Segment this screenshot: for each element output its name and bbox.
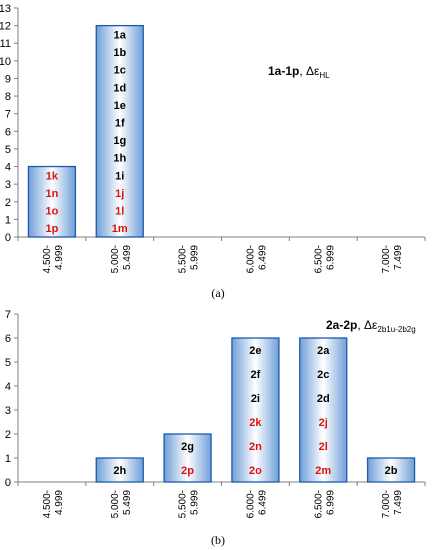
y-tick-label: 1 <box>5 453 11 465</box>
x-tick-label: 7.000-7.499 <box>381 245 404 274</box>
y-tick-label: 6 <box>5 333 11 345</box>
bar-data-label: 2c <box>317 369 329 381</box>
x-tick-label: 5.000-5.499 <box>110 490 133 519</box>
bar-data-label: 2e <box>249 345 261 357</box>
x-tick-label: 4.500-4.999 <box>42 245 65 274</box>
chart-annotation: 2a-2p, Δε2b1u-2b2g <box>326 318 416 334</box>
bar-data-label: 2g <box>181 441 194 453</box>
y-tick-label: 9 <box>5 73 11 85</box>
bar-data-label: 2m <box>315 465 331 477</box>
bar-data-label: 1c <box>114 65 126 77</box>
y-tick-label: 2 <box>5 197 11 209</box>
bar-data-label: 2l <box>319 441 328 453</box>
bar-data-label: 1h <box>113 153 126 165</box>
y-tick-label: 7 <box>5 309 11 321</box>
bar-data-label: 1l <box>115 206 124 218</box>
x-tick-label: 5.500-5.999 <box>178 245 201 274</box>
bar-data-label: 2h <box>113 465 126 477</box>
bar-data-label: 2j <box>319 417 328 429</box>
x-tick-label: 5.000-5.499 <box>110 245 133 274</box>
y-tick-label: 5 <box>5 357 11 369</box>
bar <box>299 337 348 483</box>
y-tick-label: 8 <box>5 91 11 103</box>
bar <box>95 457 144 483</box>
bar-data-label: 1j <box>115 188 124 200</box>
bar-data-label: 1f <box>115 118 125 130</box>
bar-data-label: 2f <box>251 369 261 381</box>
x-tick-label: 6.500-6.999 <box>313 245 336 274</box>
x-tick-label: 4.500-4.999 <box>42 490 65 519</box>
bar-data-label: 1i <box>115 170 124 182</box>
x-tick-label: 6.500-6.999 <box>313 490 336 519</box>
bar <box>95 24 144 238</box>
bar <box>163 433 212 483</box>
y-tick-label: 5 <box>5 144 11 156</box>
bar-data-label: 2p <box>181 465 194 477</box>
bar-data-label: 2b <box>385 465 398 477</box>
x-tick-label: 6.000-6.499 <box>245 490 268 519</box>
bar-data-label: 1b <box>113 47 126 59</box>
bar-data-label: 1g <box>113 135 126 147</box>
bar-data-label: 1k <box>46 170 59 182</box>
y-tick-label: 12 <box>0 21 11 33</box>
chart-annotation: 1a-1p, ΔεHL <box>268 64 330 80</box>
bar <box>27 165 77 238</box>
bar-data-label: 1n <box>45 188 58 200</box>
y-tick-label: 3 <box>5 405 11 417</box>
y-tick-label: 13 <box>0 3 11 15</box>
bar-data-label: 2d <box>317 393 330 405</box>
bar-data-label: 1e <box>114 100 126 112</box>
bar-data-label: 1d <box>113 82 126 94</box>
bar-data-label: 2k <box>249 417 262 429</box>
y-tick-label: 1 <box>5 214 11 226</box>
bar-data-label: 2a <box>317 345 330 357</box>
y-tick-label: 4 <box>5 162 11 174</box>
bar-data-label: 1m <box>112 223 128 235</box>
bar-data-label: 2i <box>251 393 260 405</box>
bar-data-label: 2o <box>249 465 262 477</box>
x-tick-label: 6.000-6.499 <box>245 245 268 274</box>
y-tick-label: 0 <box>5 232 11 244</box>
y-tick-label: 3 <box>5 179 11 191</box>
y-tick-label: 4 <box>5 381 11 393</box>
y-tick-label: 2 <box>5 429 11 441</box>
bar <box>366 457 416 483</box>
y-tick-label: 6 <box>5 126 11 138</box>
x-tick-label: 5.500-5.999 <box>178 490 201 519</box>
y-tick-label: 0 <box>5 477 11 489</box>
bar-data-label: 2n <box>249 441 262 453</box>
chart-panel-b: 0 1 2 3 4 5 6 7 4.500-4.999 5.000-5.499 5.500-5.99… <box>5 309 426 519</box>
bar-data-label: 1a <box>114 30 127 42</box>
y-tick-label: 7 <box>5 109 11 121</box>
y-tick-label: 10 <box>0 56 11 68</box>
caption-a: (a) <box>211 286 224 300</box>
x-tick-label: 7.000-7.499 <box>381 490 404 519</box>
bar <box>231 337 280 483</box>
y-tick-label: 11 <box>0 38 11 50</box>
caption-b: (b) <box>211 533 225 547</box>
bar-data-label: 1p <box>45 223 58 235</box>
bar-data-label: 1o <box>45 206 58 218</box>
